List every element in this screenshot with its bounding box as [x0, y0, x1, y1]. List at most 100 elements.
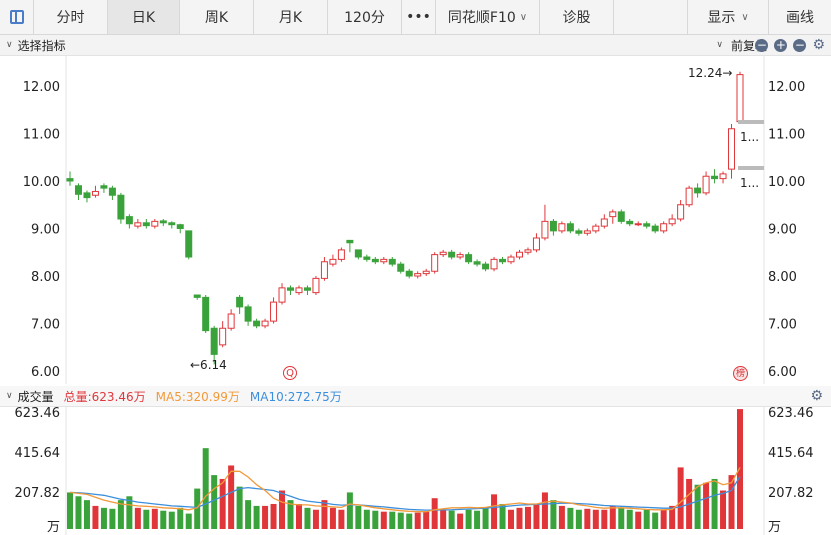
candlestick-chart[interactable]: 12.00 12.00 11.00 11.00 10.00 10.00 9.00 9.00 8.…	[0, 56, 831, 384]
candle[interactable]	[185, 230, 193, 260]
candle[interactable]	[617, 209, 625, 224]
candle[interactable]	[193, 294, 201, 300]
volume-bar[interactable]	[228, 465, 235, 529]
volume-bar[interactable]	[253, 505, 260, 529]
candle[interactable]	[168, 221, 176, 229]
candle[interactable]	[515, 249, 523, 260]
chevron-down-icon[interactable]: ∨	[716, 40, 723, 50]
volume-bar[interactable]	[474, 510, 481, 529]
candle[interactable]	[634, 221, 642, 227]
volume-bar[interactable]	[211, 475, 218, 529]
candle[interactable]	[524, 247, 532, 255]
tab-daily-k[interactable]: 日K	[108, 0, 180, 34]
candle[interactable]	[702, 171, 710, 196]
candle[interactable]	[422, 268, 430, 276]
candle[interactable]	[176, 223, 184, 234]
candle[interactable]	[405, 268, 413, 279]
volume-bar[interactable]	[711, 478, 718, 529]
candle[interactable]	[117, 192, 125, 224]
volume-bar[interactable]	[457, 513, 464, 529]
volume-bar[interactable]	[279, 490, 286, 529]
volume-bar[interactable]	[482, 507, 489, 529]
volume-bar[interactable]	[109, 508, 116, 529]
volume-bar[interactable]	[126, 496, 133, 529]
tab-diagnose[interactable]: 诊股	[540, 0, 614, 34]
candle[interactable]	[626, 219, 634, 227]
volume-bar[interactable]	[219, 478, 226, 529]
candle[interactable]	[388, 257, 396, 267]
gear-icon[interactable]: ⚙	[810, 388, 823, 404]
volume-bar[interactable]	[567, 507, 574, 529]
candle[interactable]	[465, 252, 473, 265]
candle[interactable]	[566, 221, 574, 234]
volume-bar[interactable]	[355, 505, 362, 529]
volume-bar[interactable]	[270, 503, 277, 529]
volume-bar[interactable]	[626, 509, 633, 529]
candle[interactable]	[354, 249, 362, 260]
tab-monthly-k[interactable]: 月K	[254, 0, 328, 34]
volume-bar[interactable]	[669, 505, 676, 529]
candle[interactable]	[236, 295, 244, 314]
volume-bar[interactable]	[508, 509, 515, 529]
volume-bar[interactable]	[168, 511, 175, 529]
candle[interactable]	[66, 171, 74, 186]
candle[interactable]	[439, 249, 447, 257]
candle[interactable]	[91, 185, 99, 198]
f10-dropdown[interactable]: 同花顺F10 ∨	[436, 0, 540, 34]
candle[interactable]	[397, 261, 405, 274]
candle[interactable]	[532, 233, 540, 253]
remove-icon[interactable]: −	[793, 37, 807, 52]
candle[interactable]	[363, 254, 371, 262]
volume-bar[interactable]	[151, 508, 158, 529]
volume-bar[interactable]	[329, 507, 336, 529]
volume-bar[interactable]	[75, 496, 82, 529]
candle[interactable]	[711, 169, 719, 184]
volume-bar[interactable]	[694, 484, 701, 529]
volume-bar[interactable]	[516, 507, 523, 529]
candle[interactable]	[456, 252, 464, 260]
volume-bar[interactable]	[720, 490, 727, 529]
volume-bar[interactable]	[550, 500, 557, 529]
volume-chart[interactable]: 623.46 623.46 415.64 415.64 207.82 207.82 万 万	[0, 407, 831, 535]
volume-bar[interactable]	[728, 475, 735, 529]
volume-bar[interactable]	[524, 506, 531, 529]
volume-bar[interactable]	[652, 512, 659, 529]
more-periods-button[interactable]: •••	[402, 0, 436, 34]
volume-bar[interactable]	[304, 507, 311, 529]
chevron-down-icon[interactable]: ∨	[6, 391, 13, 401]
candle[interactable]	[600, 214, 608, 229]
plus-icon[interactable]: +	[774, 37, 788, 52]
volume-bar[interactable]	[618, 507, 625, 529]
volume-bar[interactable]	[584, 508, 591, 529]
candle[interactable]	[414, 271, 422, 279]
volume-bar[interactable]	[558, 505, 565, 529]
gear-icon[interactable]: ⚙	[812, 37, 825, 53]
volume-bar[interactable]	[389, 511, 396, 529]
candle[interactable]	[736, 71, 744, 124]
volume-bar[interactable]	[363, 509, 370, 529]
candle[interactable]	[270, 297, 278, 324]
price-tag-upper[interactable]	[738, 120, 764, 124]
volume-bar[interactable]	[202, 448, 209, 529]
candle[interactable]	[728, 124, 736, 179]
volume-bar[interactable]	[185, 513, 192, 529]
volume-bar[interactable]	[117, 500, 124, 529]
volume-bar[interactable]	[440, 509, 447, 529]
display-menu-button[interactable]: 显示 ∨	[687, 0, 769, 34]
candle[interactable]	[668, 214, 676, 227]
price-tag-lower[interactable]	[738, 166, 764, 170]
event-marker-q[interactable]: Q	[283, 366, 297, 380]
volume-title[interactable]: 成交量	[17, 389, 54, 404]
volume-bar[interactable]	[533, 503, 540, 529]
candle[interactable]	[337, 247, 345, 262]
candle[interactable]	[651, 223, 659, 234]
candle[interactable]	[108, 185, 116, 200]
volume-bar[interactable]	[499, 503, 506, 529]
candle[interactable]	[219, 321, 227, 348]
candle[interactable]	[643, 221, 651, 229]
candle[interactable]	[507, 254, 515, 265]
volume-bar[interactable]	[67, 492, 73, 529]
volume-bar[interactable]	[92, 505, 99, 529]
volume-bar[interactable]	[423, 511, 430, 529]
volume-bar[interactable]	[160, 510, 167, 529]
